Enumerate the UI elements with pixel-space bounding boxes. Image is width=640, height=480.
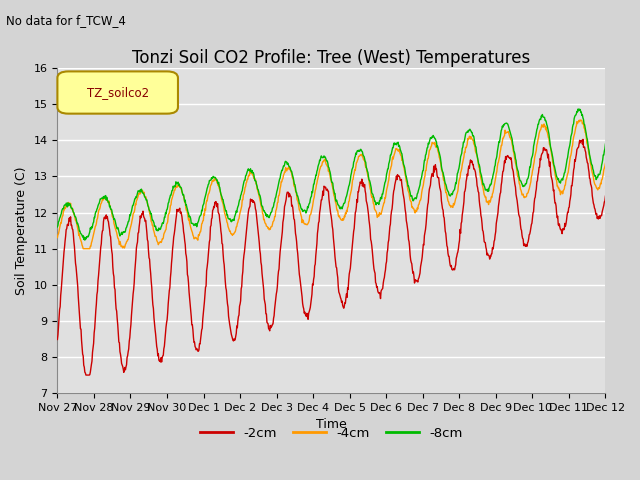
FancyBboxPatch shape	[58, 72, 178, 114]
Title: Tonzi Soil CO2 Profile: Tree (West) Temperatures: Tonzi Soil CO2 Profile: Tree (West) Temp…	[132, 48, 531, 67]
Text: TZ_soilco2: TZ_soilco2	[86, 86, 148, 99]
Legend: -2cm, -4cm, -8cm: -2cm, -4cm, -8cm	[195, 421, 468, 445]
Text: No data for f_TCW_4: No data for f_TCW_4	[6, 14, 126, 27]
X-axis label: Time: Time	[316, 419, 347, 432]
Y-axis label: Soil Temperature (C): Soil Temperature (C)	[15, 167, 28, 295]
